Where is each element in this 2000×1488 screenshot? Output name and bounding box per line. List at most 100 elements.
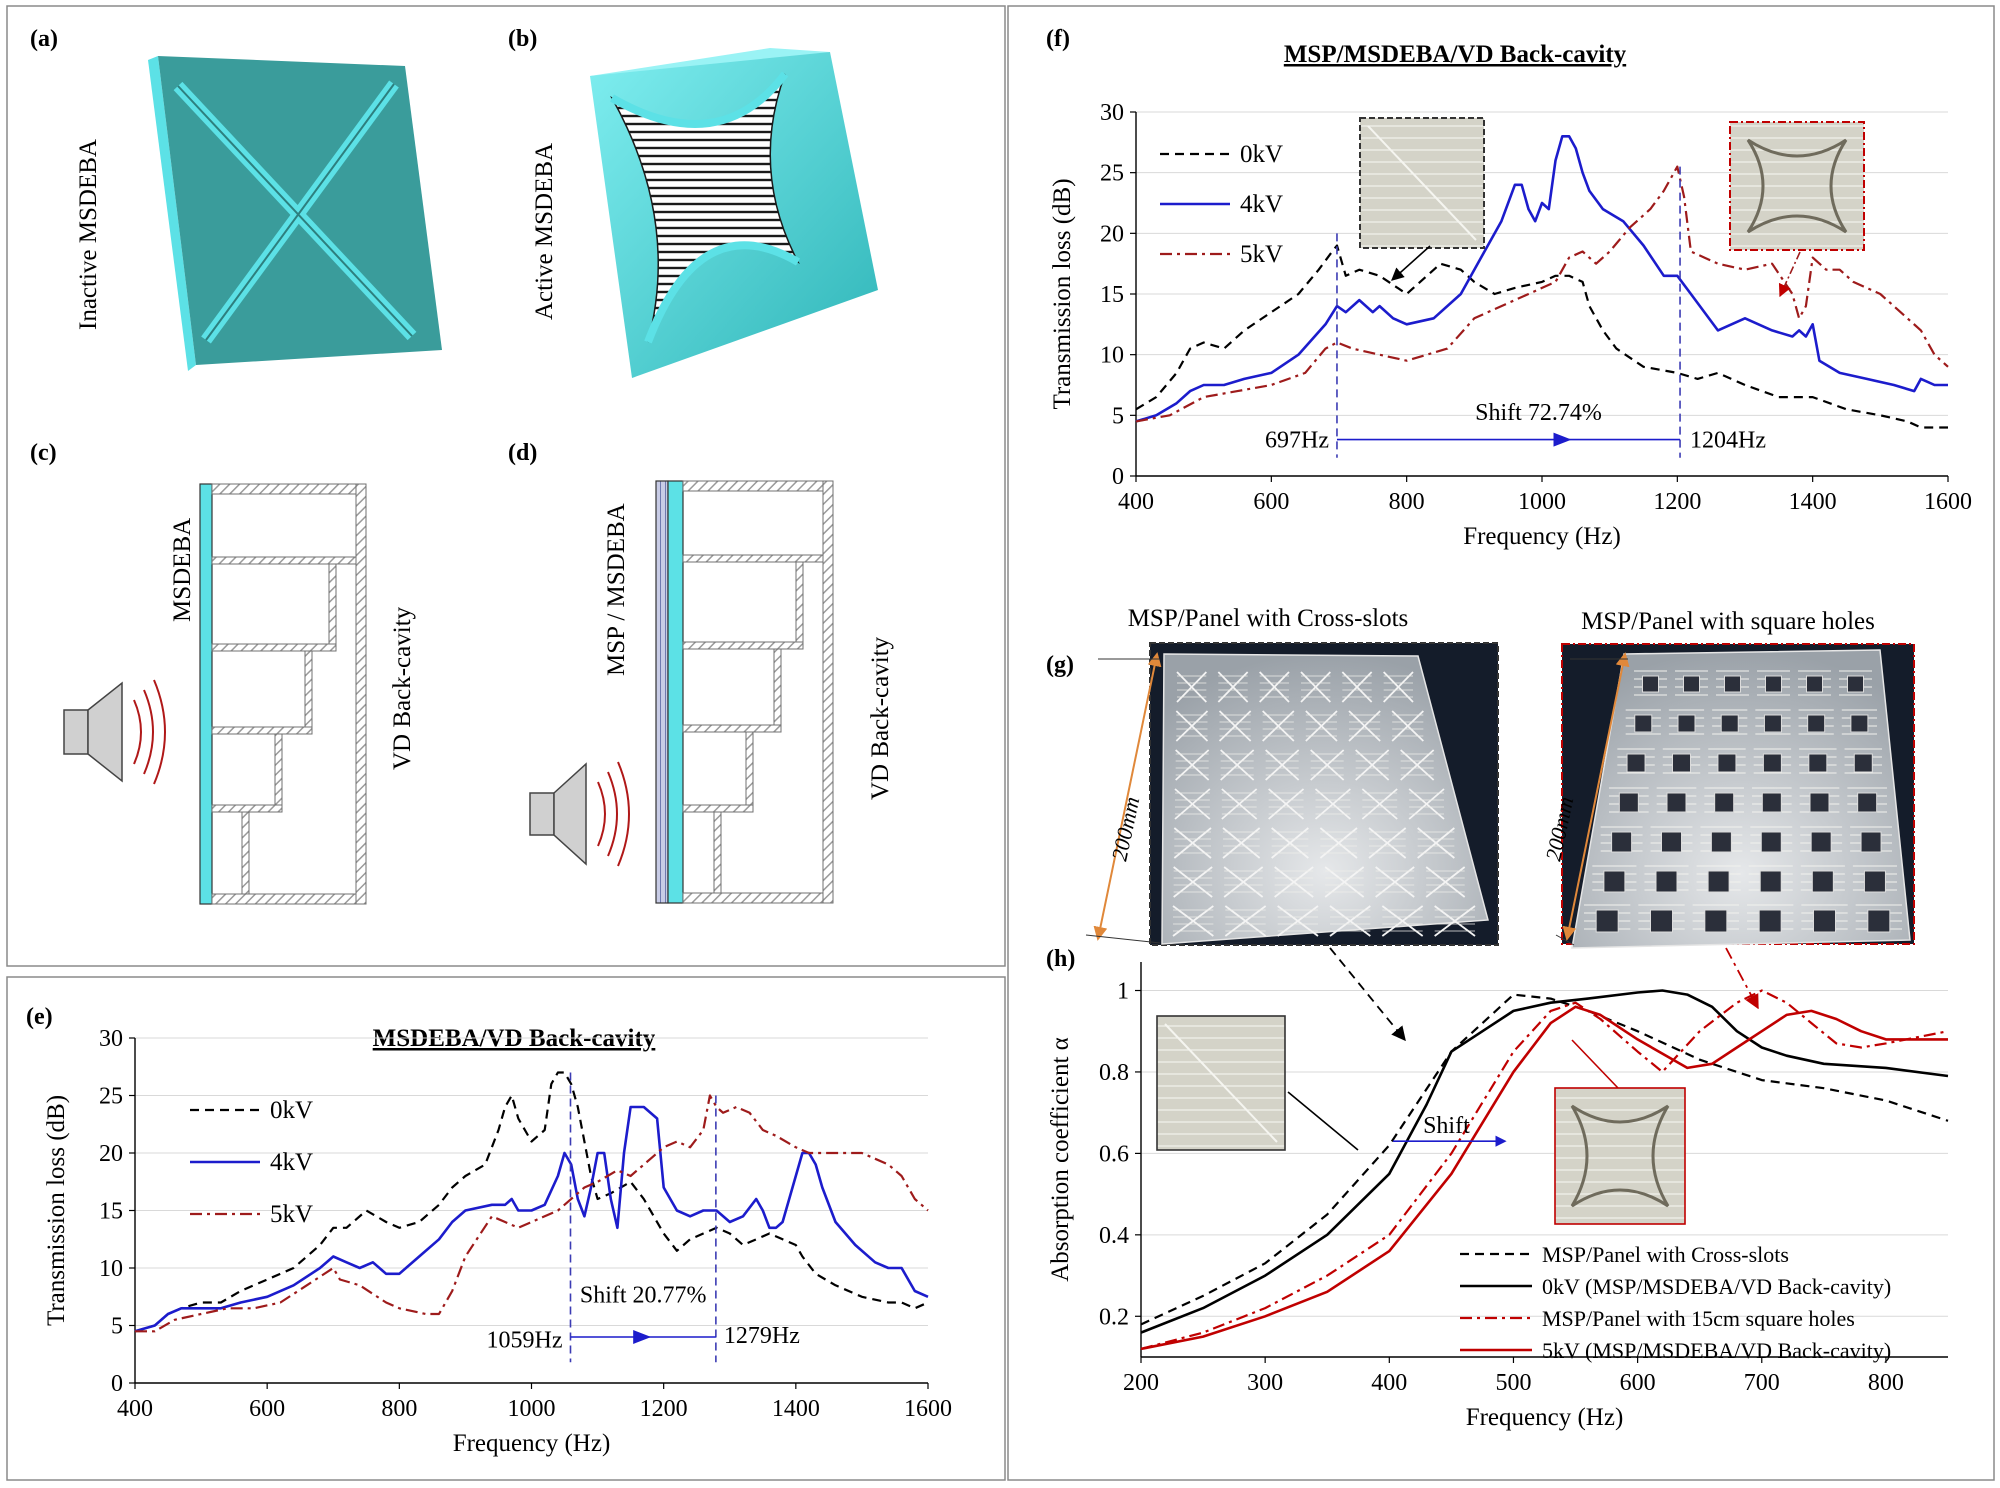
photo-square-holes	[1561, 643, 1915, 949]
y-tick-label: 15	[99, 1199, 123, 1225]
x-axis-label: Frequency (Hz)	[1466, 1404, 1624, 1431]
y-tick-label: 25	[1100, 161, 1124, 187]
panel-g: (g) MSP/Panel with Cross-slots MSP/Panel…	[1046, 605, 1915, 949]
inset-photo-cushion	[1746, 138, 1848, 234]
square-hole	[1853, 753, 1873, 773]
shift-label: Shift 72.74%	[1475, 400, 1602, 426]
x-tick-label: 400	[117, 1396, 153, 1422]
panel-b: (b) Active MSDEBA	[508, 26, 878, 378]
series-line-4kv	[1135, 135, 1948, 423]
panel-c-cavity-label: VD Back-cavity	[389, 606, 416, 770]
freq-label-697: 697Hz	[1265, 428, 1329, 454]
square-hole	[1809, 792, 1830, 813]
freq-label-1059: 1059Hz	[487, 1327, 563, 1353]
y-tick-label: 0.4	[1099, 1223, 1129, 1249]
y-tick-label: 30	[99, 1026, 123, 1052]
panel-g-label: (g)	[1046, 652, 1074, 678]
chart-e: (e) MSDEBA/VD Back-cavity 400 600 800 1000 1…	[26, 1004, 952, 1457]
y-tick-label: 0	[111, 1371, 123, 1397]
y-tick-label: 5	[1112, 403, 1124, 429]
inset-pointer-0kv-h	[1287, 1091, 1359, 1151]
shift-label: Shift	[1423, 1113, 1470, 1139]
x-tick-label: 800	[1868, 1370, 1904, 1396]
speaker-icon	[63, 679, 166, 785]
photo-left-title: MSP/Panel with Cross-slots	[1128, 605, 1409, 632]
legend-label: 0kV	[270, 1097, 313, 1124]
chart-f-label: (f)	[1046, 26, 1070, 52]
shift-arrowhead	[1553, 432, 1572, 447]
speaker-icon-d	[529, 761, 630, 867]
frame-abcd	[6, 5, 1006, 967]
freq-label-1204: 1204Hz	[1690, 428, 1766, 454]
panel-b-label: (b)	[508, 26, 537, 52]
panel-a: (a) Inactive MSDEBA	[30, 26, 442, 371]
x-tick-label: 1200	[1653, 489, 1701, 515]
square-hole	[1672, 753, 1691, 773]
dimension-line-left	[1093, 652, 1162, 941]
y-tick-label: 30	[1100, 100, 1124, 126]
y-tick-label: 1	[1117, 979, 1129, 1005]
square-hole	[1807, 714, 1826, 733]
panel-b-caption: Active MSDEBA	[531, 143, 558, 320]
square-hole	[1813, 909, 1836, 933]
chart-h: (h) 200 300 400 500 600 700 800 0.2 0.4 0.6 0.8 1 Fr…	[1046, 946, 1949, 1431]
inset-pointer-5kv-h	[1571, 1039, 1619, 1089]
square-hole	[1642, 675, 1659, 693]
panel-c-front-label: MSDEBA	[169, 518, 196, 622]
square-hole	[1704, 909, 1728, 933]
series-line-5kv	[1140, 1005, 1948, 1351]
inset-pointer-0kv	[1391, 245, 1431, 281]
legend-label: 5kV	[1240, 241, 1283, 268]
x-tick-label: 700	[1744, 1370, 1780, 1396]
y-tick-label: 15	[1100, 282, 1124, 308]
square-hole	[1710, 831, 1732, 853]
x-tick-label: 800	[1389, 489, 1425, 515]
y-tick-label: 5	[111, 1314, 123, 1340]
chart-f-title: MSP/MSDEBA/VD Back-cavity	[1284, 41, 1627, 68]
x-axis-label: Frequency (Hz)	[1463, 523, 1621, 550]
y-tick-label: 10	[99, 1256, 123, 1282]
x-axis-label: Frequency (Hz)	[453, 1430, 611, 1457]
x-tick-label: 1600	[1924, 489, 1972, 515]
series-line-0kv	[134, 1071, 929, 1333]
legend-label: 0kV (MSP/MSDEBA/VD Back-cavity)	[1542, 1274, 1891, 1299]
y-tick-label: 10	[1100, 343, 1124, 369]
x-tick-label: 1400	[1789, 489, 1837, 515]
panel-d: (d) MSP / MSDEBA VD Back-cavity	[508, 440, 894, 904]
inactive-msdeba-side	[148, 56, 196, 371]
y-axis-label: Absorption coefficient α	[1047, 1037, 1074, 1282]
square-hole	[1661, 831, 1682, 853]
pointer-cross-slots	[1329, 947, 1406, 1042]
square-hole	[1860, 831, 1882, 853]
x-tick-label: 200	[1123, 1370, 1159, 1396]
series-line-5kv	[135, 1094, 929, 1333]
square-hole	[1759, 870, 1782, 893]
x-tick-label: 400	[1371, 1370, 1407, 1396]
chart-h-label: (h)	[1046, 946, 1075, 972]
square-hole	[1724, 675, 1741, 693]
panel-a-caption: Inactive MSDEBA	[75, 139, 102, 330]
legend-label: 4kV	[1240, 191, 1283, 218]
square-hole	[1847, 675, 1864, 693]
photo-cross-slots	[1149, 642, 1499, 946]
square-hole	[1765, 675, 1782, 693]
legend-label: MSP/Panel with Cross-slots	[1542, 1242, 1789, 1267]
series-line-0kv	[1135, 244, 1948, 429]
x-tick-label: 600	[249, 1396, 285, 1422]
square-hole-grid	[1584, 670, 1902, 933]
square-hole	[1762, 753, 1782, 773]
series-line-4kv	[134, 1105, 929, 1333]
panel-a-label: (a)	[30, 26, 58, 52]
y-axis-label: Transmission loss (dB)	[43, 1095, 70, 1326]
photo-right-title: MSP/Panel with square holes	[1581, 608, 1875, 635]
square-hole	[1595, 909, 1619, 933]
square-hole	[1717, 753, 1737, 773]
chart-f: (f) MSP/MSDEBA/VD Back-cavity 400 600 800 1…	[1046, 26, 1972, 550]
panel-d-cavity-label: VD Back-cavity	[867, 636, 894, 800]
shift-arrowhead	[633, 1330, 652, 1344]
y-tick-label: 0.8	[1099, 1060, 1129, 1086]
inset-photo-cushion-h	[1570, 1104, 1670, 1208]
x-tick-label: 1600	[904, 1396, 952, 1422]
panel-c: (c) MSDEBA VD Back-cavity	[30, 440, 416, 905]
pointer-square-holes	[1725, 947, 1759, 1010]
